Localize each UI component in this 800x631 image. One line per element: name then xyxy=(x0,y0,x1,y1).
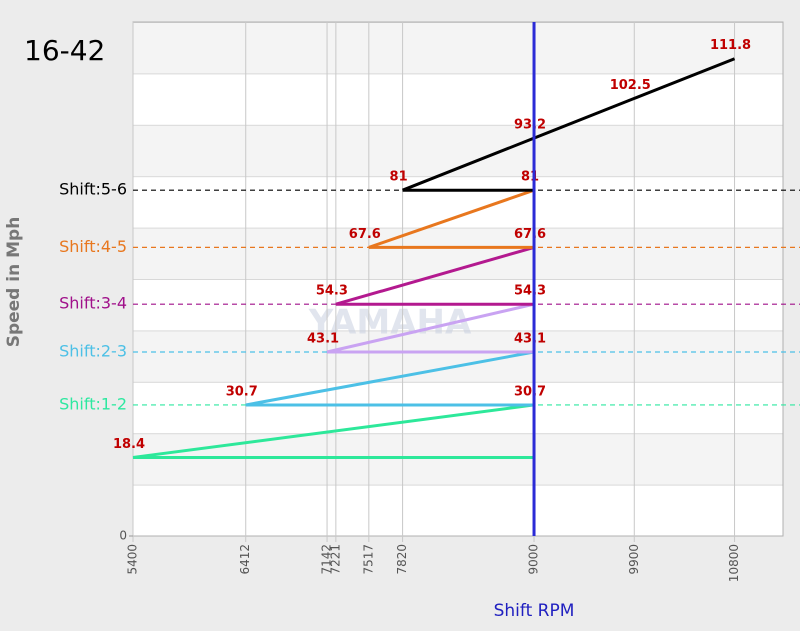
shift-label: Shift:4-5 xyxy=(59,237,127,256)
data-label: 102.5 xyxy=(610,78,651,93)
x-tick-label: 6412 xyxy=(238,544,252,575)
watermark: YAMAHA xyxy=(308,303,472,343)
gear-line xyxy=(132,403,535,459)
data-label: 81 xyxy=(521,170,539,185)
data-label: 30.7 xyxy=(226,384,258,399)
data-label: 43.1 xyxy=(307,332,339,347)
x-tick-label: 7142 xyxy=(320,544,334,575)
x-tick-label: 9000 xyxy=(527,544,541,575)
x-tick-label: 10800 xyxy=(727,544,741,582)
data-label: 43.1 xyxy=(514,332,546,347)
x-tick-label: 7820 xyxy=(395,544,409,575)
gear-line xyxy=(402,57,736,192)
shift-label: Shift:2-3 xyxy=(59,342,127,361)
shift-label: Shift:5-6 xyxy=(59,180,127,199)
shift-label: Shift:3-4 xyxy=(59,294,127,313)
shift-label: Shift:1-2 xyxy=(59,394,127,413)
gear-line xyxy=(368,188,535,249)
x-tick-label: 5400 xyxy=(126,544,140,575)
data-label: 67.6 xyxy=(514,227,546,242)
data-label: 67.6 xyxy=(349,227,381,242)
y-tick-label: 0 xyxy=(119,529,127,543)
gear-line xyxy=(245,350,535,407)
data-label: 30.7 xyxy=(514,384,546,399)
data-label: 111.8 xyxy=(710,38,751,53)
data-label: 54.3 xyxy=(514,284,546,299)
x-axis-label: Shift RPM xyxy=(494,601,575,621)
data-label: 54.3 xyxy=(316,284,348,299)
data-label: 81 xyxy=(390,170,408,185)
gear-line xyxy=(326,302,535,354)
plot-area xyxy=(132,21,784,537)
data-label: 18.4 xyxy=(113,437,145,452)
x-tick-label: 7517 xyxy=(361,544,375,575)
x-tick-label: 7221 xyxy=(328,544,342,575)
data-label: 93.2 xyxy=(514,118,546,133)
y-axis-label: Speed in Mph xyxy=(4,217,24,348)
x-tick-label: 9900 xyxy=(627,544,641,575)
gear-line xyxy=(335,245,535,306)
chart-title: 16-42 xyxy=(24,34,105,67)
